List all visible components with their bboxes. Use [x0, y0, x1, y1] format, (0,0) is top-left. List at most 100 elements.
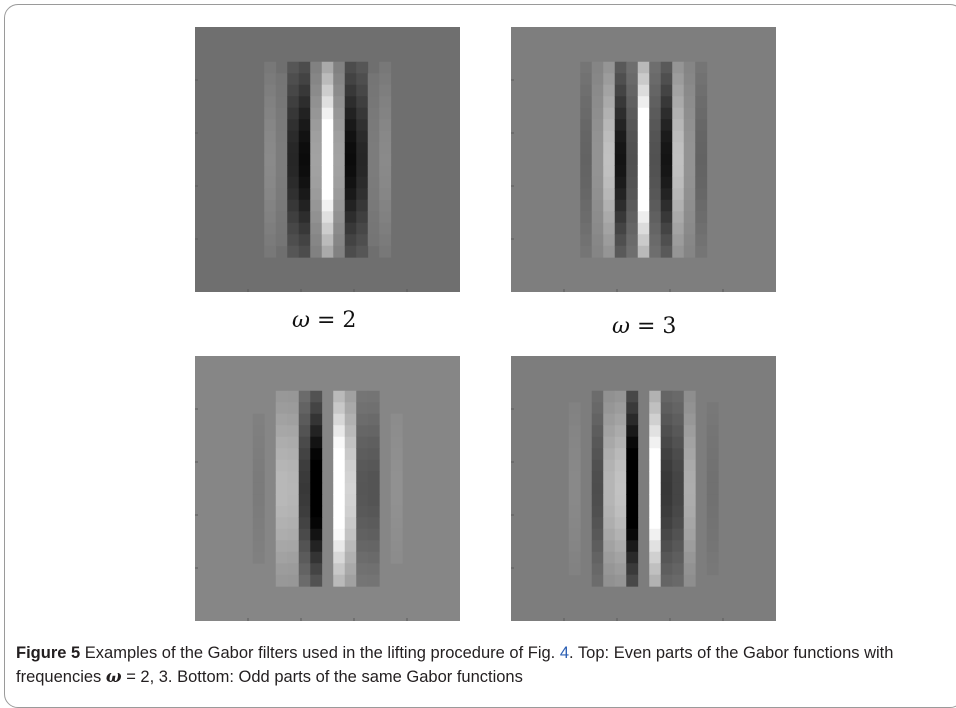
gabor-pixel — [649, 540, 662, 553]
gabor-pixel — [683, 245, 696, 258]
gabor-pixel — [591, 165, 604, 178]
gabor-pixel — [683, 551, 696, 564]
gabor-pixel — [298, 96, 311, 109]
gabor-pixel — [695, 245, 708, 258]
gabor-pixel — [614, 563, 627, 576]
gabor-pixel — [310, 402, 323, 415]
gabor-pixel — [603, 390, 616, 403]
gabor-pixel — [379, 142, 392, 155]
gabor-pixel — [367, 471, 380, 484]
gabor-pixel — [580, 199, 593, 212]
gabor-pixel — [287, 245, 300, 258]
gabor-pixel-grid — [511, 356, 776, 621]
gabor-pixel — [379, 61, 392, 74]
gabor-pixel — [390, 459, 403, 472]
gabor-pixel — [344, 482, 357, 495]
gabor-pixel — [367, 563, 380, 576]
gabor-pixel — [344, 211, 357, 224]
gabor-pixel — [310, 436, 323, 449]
gabor-pixel — [298, 563, 311, 576]
gabor-pixel — [614, 390, 627, 403]
gabor-pixel — [683, 436, 696, 449]
gabor-pixel — [298, 517, 311, 530]
gabor-pixel — [252, 471, 265, 484]
gabor-pixel — [264, 73, 277, 86]
gabor-pixel — [626, 188, 639, 201]
gabor-pixel — [649, 211, 662, 224]
gabor-pixel — [344, 551, 357, 564]
gabor-pixel — [252, 459, 265, 472]
gabor-pixel — [344, 459, 357, 472]
gabor-pixel — [264, 234, 277, 247]
gabor-pixel — [356, 471, 369, 484]
gabor-pixel — [695, 119, 708, 132]
gabor-pixel — [275, 494, 288, 507]
gabor-pixel — [367, 505, 380, 518]
gabor-pixel — [344, 107, 357, 120]
gabor-pixel — [390, 413, 403, 426]
gabor-pixel — [580, 176, 593, 189]
gabor-pixel — [390, 505, 403, 518]
gabor-pixel — [706, 494, 719, 507]
gabor-pixel — [298, 199, 311, 212]
gabor-pixel — [333, 84, 346, 97]
gabor-pixel — [356, 107, 369, 120]
gabor-pixel — [580, 142, 593, 155]
gabor-pixel — [333, 165, 346, 178]
gabor-pixel — [672, 61, 685, 74]
gabor-pixel — [591, 107, 604, 120]
gabor-pixel — [344, 494, 357, 507]
gabor-pixel — [344, 448, 357, 461]
gabor-pixel — [287, 61, 300, 74]
gabor-pixel — [591, 528, 604, 541]
gabor-pixel — [275, 574, 288, 587]
gabor-pixel — [568, 425, 581, 438]
gabor-pixel — [626, 245, 639, 258]
gabor-pixel — [298, 84, 311, 97]
gabor-pixel — [310, 574, 323, 587]
gabor-pixel — [695, 96, 708, 109]
gabor-pixel — [614, 61, 627, 74]
gabor-pixel — [344, 153, 357, 166]
gabor-pixel — [356, 551, 369, 564]
gabor-pixel — [275, 199, 288, 212]
figure-caption: Figure 5 Examples of the Gabor filters u… — [16, 644, 894, 686]
gabor-pixel — [275, 222, 288, 235]
gabor-pixel — [614, 142, 627, 155]
gabor-pixel — [298, 574, 311, 587]
gabor-pixel — [356, 61, 369, 74]
gabor-pixel — [333, 107, 346, 120]
gabor-pixel — [603, 199, 616, 212]
gabor-pixel — [310, 165, 323, 178]
gabor-pixel — [672, 551, 685, 564]
gabor-pixel-grid — [195, 356, 460, 621]
gabor-pixel — [310, 540, 323, 553]
gabor-pixel — [649, 390, 662, 403]
gabor-pixel — [660, 563, 673, 576]
gabor-pixel — [333, 448, 346, 461]
gabor-pixel — [310, 505, 323, 518]
gabor-pixel — [695, 165, 708, 178]
gabor-pixel — [264, 153, 277, 166]
gabor-pixel — [603, 96, 616, 109]
gabor-pixel — [298, 107, 311, 120]
gabor-pixel — [287, 517, 300, 530]
gabor-pixel — [637, 234, 650, 247]
gabor-pixel — [706, 425, 719, 438]
gabor-pixel — [287, 540, 300, 553]
figure-reference-link[interactable]: 4 — [559, 644, 570, 662]
gabor-pixel — [660, 413, 673, 426]
gabor-pixel — [356, 482, 369, 495]
gabor-pixel — [591, 222, 604, 235]
gabor-pixel — [580, 119, 593, 132]
gabor-pixel — [333, 119, 346, 132]
gabor-pixel — [333, 505, 346, 518]
gabor-pixel — [614, 153, 627, 166]
gabor-pixel — [603, 402, 616, 415]
gabor-pixel — [356, 142, 369, 155]
gabor-pixel — [287, 448, 300, 461]
gabor-pixel — [287, 130, 300, 143]
gabor-pixel — [310, 413, 323, 426]
gabor-pixel — [344, 176, 357, 189]
gabor-pixel — [321, 61, 334, 74]
